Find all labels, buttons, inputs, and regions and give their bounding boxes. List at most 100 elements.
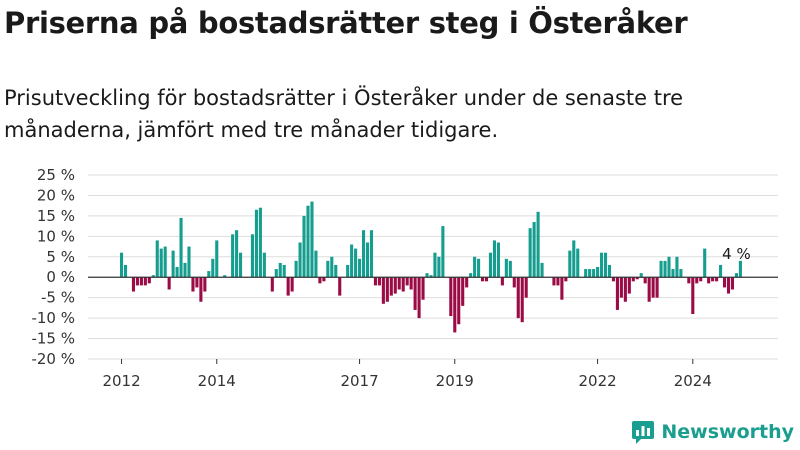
bar <box>508 260 512 278</box>
bar <box>425 273 429 278</box>
x-tick-label: 2017 <box>340 372 378 390</box>
bar <box>433 252 437 278</box>
bar <box>330 256 334 278</box>
bar <box>322 277 326 282</box>
y-tick-label: 5 % <box>46 248 75 266</box>
bar <box>730 277 735 290</box>
bar <box>504 258 508 278</box>
y-tick-label: -5 % <box>41 289 75 307</box>
x-tick-label: 2024 <box>674 372 712 390</box>
y-tick-label: -10 % <box>31 309 75 327</box>
bar <box>655 277 659 298</box>
bar <box>123 264 128 278</box>
bar <box>346 264 350 278</box>
bar <box>179 217 183 278</box>
bar <box>520 277 524 323</box>
x-axis-labels: 2012 2014 2017 2019 2022 2024 <box>102 359 712 390</box>
bar <box>687 277 691 284</box>
bar <box>488 252 493 278</box>
bar <box>147 277 151 284</box>
gridlines <box>88 174 778 360</box>
bar <box>270 277 274 292</box>
bar <box>651 277 655 298</box>
bar <box>481 277 485 282</box>
bar <box>429 275 433 278</box>
bar <box>231 234 235 278</box>
bar <box>393 277 397 294</box>
bar <box>671 269 675 278</box>
bar <box>155 240 159 278</box>
brand-logo: Newsworthy <box>631 419 794 445</box>
bar <box>262 252 266 278</box>
bar <box>639 273 643 278</box>
bar <box>572 240 576 278</box>
bar <box>377 277 381 286</box>
y-tick-label: 10 % <box>37 227 75 245</box>
bar <box>239 252 243 278</box>
bar <box>663 260 667 278</box>
bar <box>302 215 306 278</box>
bar <box>643 277 647 284</box>
bar <box>647 277 651 302</box>
bar <box>516 277 520 319</box>
bar <box>667 256 671 278</box>
bar <box>167 277 171 290</box>
bar <box>715 277 719 282</box>
bar <box>254 209 258 278</box>
bar-chart: 25 % 20 % 15 % 10 % 5 % 0 % -5 % -10 % -15 % -20 … <box>31 166 778 390</box>
bar <box>603 252 608 278</box>
bar <box>159 248 163 278</box>
bar <box>695 277 699 284</box>
bar <box>722 277 727 288</box>
bar <box>679 269 683 278</box>
bar <box>385 277 389 302</box>
bar <box>334 264 338 278</box>
x-tick-label: 2022 <box>578 372 616 390</box>
bar <box>163 246 167 278</box>
bar <box>397 277 401 290</box>
bar <box>417 277 421 319</box>
bar <box>536 211 540 278</box>
bar <box>131 277 135 292</box>
bar <box>524 277 528 298</box>
bar <box>207 271 211 278</box>
bar <box>250 234 255 278</box>
bar <box>469 273 473 278</box>
bar <box>223 275 227 278</box>
bar <box>461 277 465 306</box>
y-tick-label: 25 % <box>37 166 75 184</box>
bar <box>306 205 310 278</box>
bar <box>699 277 703 282</box>
bar <box>564 277 568 282</box>
bar <box>389 277 393 296</box>
bar <box>588 269 592 278</box>
bar <box>726 277 731 294</box>
bar <box>298 242 302 278</box>
bar <box>215 240 219 278</box>
bar <box>584 269 588 278</box>
bar <box>361 230 366 278</box>
bar <box>484 277 489 282</box>
bar <box>691 277 695 315</box>
bar <box>592 269 596 278</box>
bar <box>120 252 124 278</box>
bar <box>540 262 544 278</box>
bar <box>532 222 536 278</box>
bar <box>191 277 195 292</box>
bar <box>627 277 631 294</box>
bar <box>453 277 457 333</box>
bar <box>183 262 187 278</box>
bar <box>314 250 318 278</box>
bar <box>187 246 191 278</box>
bar <box>195 277 199 288</box>
newsworthy-logo-icon <box>632 421 655 444</box>
bar <box>369 230 374 278</box>
y-tick-label: -15 % <box>31 330 75 348</box>
bar <box>338 277 342 296</box>
bar <box>365 242 370 278</box>
bar <box>607 264 612 278</box>
y-tick-label: 20 % <box>37 186 75 204</box>
bar <box>258 207 262 278</box>
bar <box>437 256 441 278</box>
bar <box>611 277 616 282</box>
